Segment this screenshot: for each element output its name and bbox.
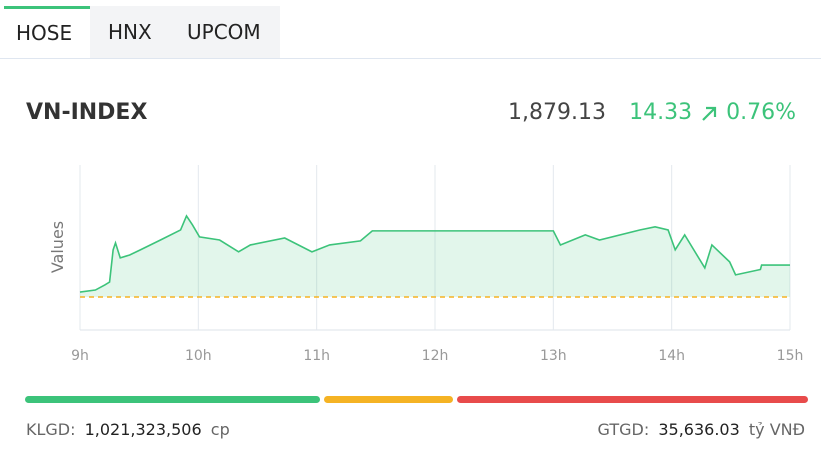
index-percent: 0.76% bbox=[726, 100, 796, 125]
tab[interactable]: HNX bbox=[108, 20, 152, 44]
breadth-flat bbox=[324, 396, 453, 403]
x-tick-label: 13h bbox=[540, 348, 567, 364]
index-name: VN-INDEX bbox=[26, 100, 148, 125]
index-change: 14.33 bbox=[629, 100, 693, 125]
tab[interactable]: HOSE bbox=[4, 6, 90, 58]
x-tick-label: 11h bbox=[303, 348, 330, 364]
index-change-group: 14.33 0.76% bbox=[629, 100, 796, 125]
tab-strip: HOSE HNX UPCOM bbox=[0, 0, 821, 59]
x-tick-label: 14h bbox=[658, 348, 685, 364]
volume-unit: cp bbox=[210, 420, 230, 439]
turnover-label: GTGD: bbox=[597, 420, 650, 439]
volume-label: KLGD: bbox=[26, 420, 76, 439]
x-tick-label: 10h bbox=[185, 348, 212, 364]
turnover-unit: tỷ VNĐ bbox=[748, 420, 805, 439]
breadth-up bbox=[25, 396, 320, 403]
line bbox=[79, 214, 790, 293]
breadth-down bbox=[457, 396, 808, 403]
arrow-up-icon bbox=[702, 106, 717, 121]
volume: KLGD: 1,021,323,506 cp bbox=[26, 420, 230, 439]
turnover: GTGD: 35,636.03 tỷ VNĐ bbox=[598, 420, 805, 439]
y-axis-label: Values bbox=[48, 221, 67, 273]
chart: Values 9h 10h 11h 12h 13h 14h 15h bbox=[48, 165, 804, 364]
x-tick-label: 15h bbox=[777, 348, 804, 364]
area bbox=[80, 215, 790, 297]
index-value: 1,879.13 bbox=[508, 100, 606, 125]
x-tick-label: 9h bbox=[71, 348, 89, 364]
volume-value: 1,021,323,506 bbox=[84, 420, 202, 439]
turnover-value: 35,636.03 bbox=[658, 420, 740, 439]
x-tick-label: 12h bbox=[422, 348, 449, 364]
tab[interactable]: UPCOM bbox=[187, 20, 261, 44]
